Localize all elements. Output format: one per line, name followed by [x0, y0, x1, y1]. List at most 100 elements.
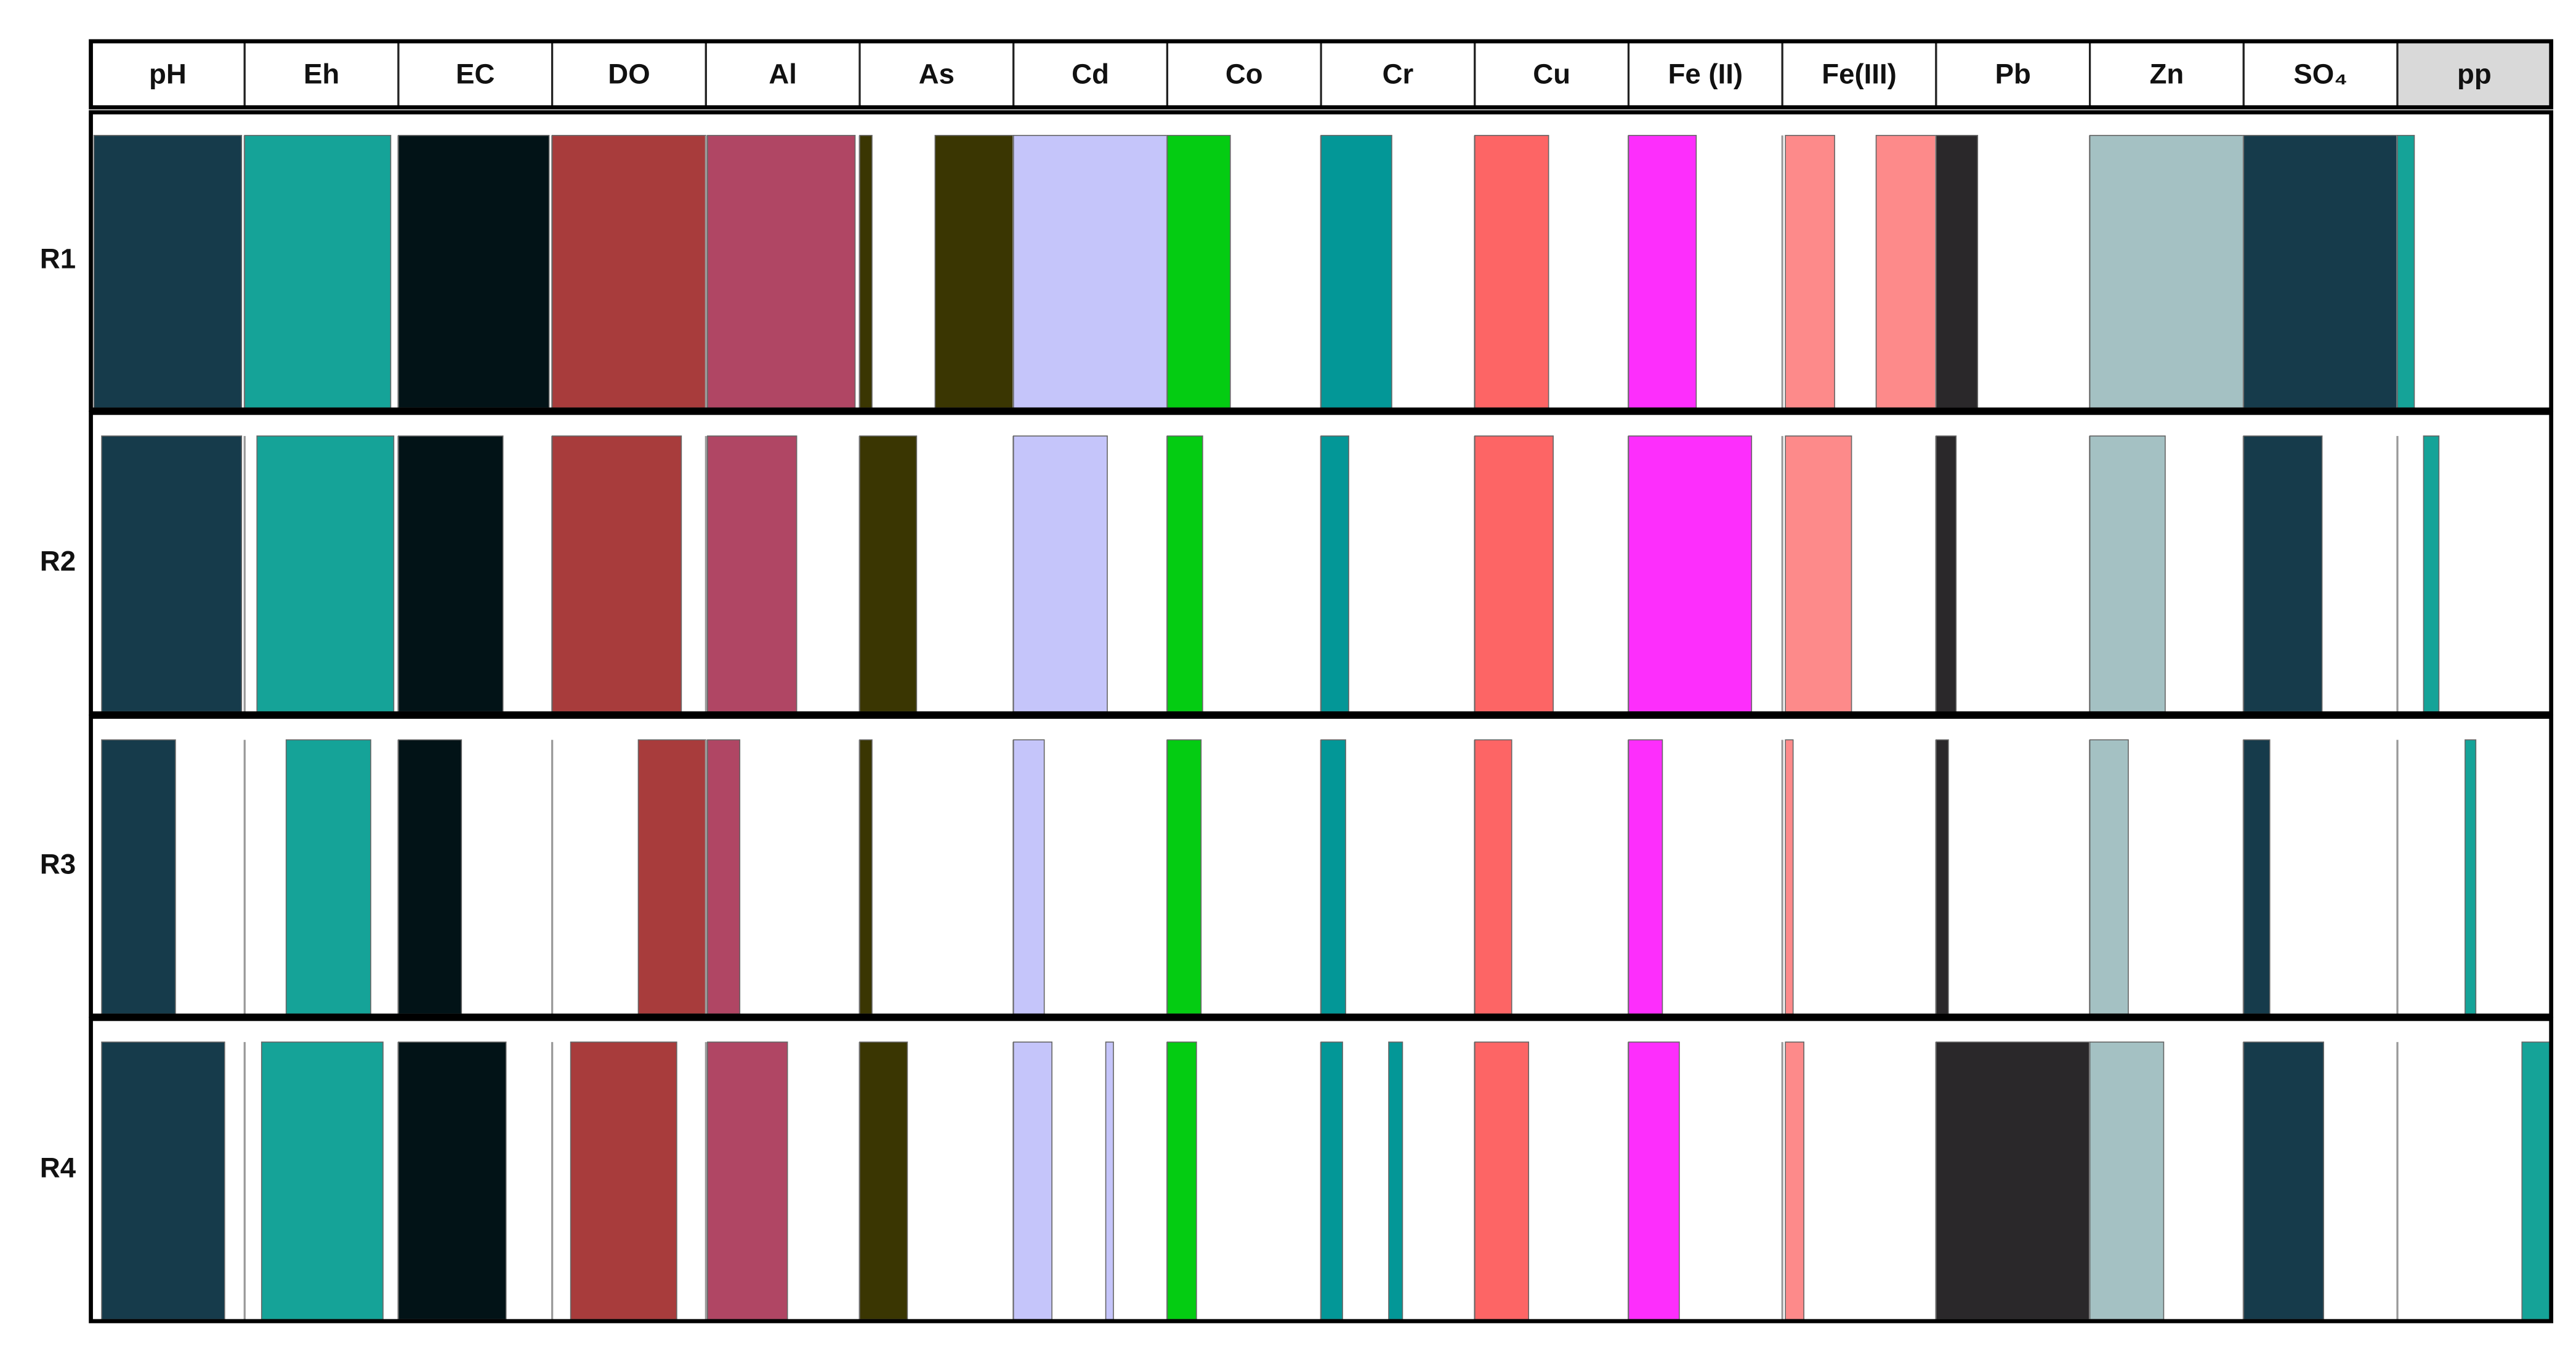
- row-label: R3: [40, 848, 76, 880]
- bar: [1320, 739, 1346, 1015]
- header-cell: [2396, 40, 2553, 108]
- bar: [1785, 739, 1794, 1015]
- bar: [1628, 135, 1697, 409]
- column-label: SO₄: [2293, 58, 2348, 89]
- column-label: Cu: [1533, 58, 1570, 89]
- bar: [1012, 135, 1168, 409]
- bar: [93, 135, 243, 409]
- bar: [707, 1042, 788, 1321]
- bar: [1320, 435, 1349, 713]
- bar: [1474, 739, 1512, 1015]
- bar: [256, 435, 395, 713]
- header-cell: [2242, 40, 2399, 108]
- bar: [859, 435, 918, 713]
- bar: [859, 739, 873, 1015]
- column-label: Co: [1225, 58, 1263, 89]
- bar: [707, 435, 797, 713]
- bar: [1166, 739, 1202, 1015]
- bar: [2465, 739, 2477, 1015]
- bar: [244, 135, 392, 409]
- column-label: Zn: [2150, 58, 2184, 89]
- header-cell: [397, 40, 554, 108]
- bar: [859, 135, 873, 409]
- header-cell: [1781, 40, 1937, 108]
- bar: [2397, 135, 2415, 409]
- bar: [1936, 135, 1979, 409]
- bar: [1388, 1042, 1403, 1321]
- bar: [1936, 739, 1949, 1015]
- row-label: R2: [40, 545, 76, 576]
- row-frame: [89, 410, 2554, 716]
- bar: [1628, 435, 1753, 713]
- bar: [101, 739, 176, 1015]
- bar: [398, 135, 550, 409]
- bar: [1474, 1042, 1530, 1321]
- bar: [1320, 135, 1392, 409]
- bar: [1875, 135, 1937, 409]
- bar: [637, 739, 707, 1015]
- bar: [285, 739, 371, 1015]
- column-label: pH: [149, 58, 187, 89]
- bar: [2521, 1042, 2552, 1321]
- bar: [398, 435, 504, 713]
- header-frame: [89, 39, 2554, 110]
- bar: [2089, 435, 2166, 713]
- row-frame: [89, 110, 2554, 412]
- bar: [1166, 435, 1203, 713]
- row-label: R1: [40, 243, 76, 275]
- column-label: Pb: [1995, 58, 2031, 89]
- bar: [1785, 135, 1835, 409]
- bar: [859, 1042, 908, 1321]
- bar: [1785, 1042, 1804, 1321]
- column-label: Cr: [1383, 58, 1414, 89]
- bar: [398, 739, 462, 1015]
- bar: [707, 135, 856, 409]
- row-frame: [89, 714, 2554, 1018]
- bar: [2243, 135, 2398, 409]
- bar: [1936, 1042, 2091, 1321]
- bar: [2089, 739, 2129, 1015]
- header-cell: [1935, 40, 2091, 108]
- bar: [1474, 135, 1549, 409]
- column-label: Fe (II): [1668, 58, 1743, 89]
- bar: [1012, 435, 1108, 713]
- bar: [1166, 135, 1231, 409]
- bar: [2243, 435, 2323, 713]
- column-label: DO: [608, 58, 650, 89]
- bar: [707, 739, 741, 1015]
- bar: [2423, 435, 2440, 713]
- bar: [1320, 1042, 1343, 1321]
- bar: [1474, 435, 1554, 713]
- header-cell: [1320, 40, 1476, 108]
- bar: [2243, 1042, 2324, 1321]
- column-label: pp: [2457, 58, 2492, 89]
- bar: [1628, 739, 1663, 1015]
- bar: [1105, 1042, 1114, 1321]
- bar: [1012, 1042, 1052, 1321]
- bar: [398, 1042, 507, 1321]
- bar: [101, 435, 243, 713]
- column-label: Al: [769, 58, 797, 89]
- bar: [934, 135, 1014, 409]
- header-cell: [89, 40, 246, 108]
- bar: [551, 135, 707, 409]
- bar: [570, 1042, 677, 1321]
- column-label: Fe(III): [1822, 58, 1897, 89]
- bar: [101, 1042, 225, 1321]
- bar: [1166, 1042, 1197, 1321]
- bar: [551, 435, 682, 713]
- header-cell: [1166, 40, 1322, 108]
- bar: [1012, 739, 1045, 1015]
- row-frame: [89, 1017, 2554, 1324]
- column-label: Eh: [304, 58, 339, 89]
- bar: [2089, 135, 2245, 409]
- column-label: As: [919, 58, 955, 89]
- bar: [260, 1042, 384, 1321]
- bar: [1785, 435, 1852, 713]
- bar: [2089, 1042, 2165, 1321]
- bar: [2243, 739, 2271, 1015]
- column-label: EC: [456, 58, 495, 89]
- bar: [1628, 1042, 1680, 1321]
- column-label: Cd: [1072, 58, 1109, 89]
